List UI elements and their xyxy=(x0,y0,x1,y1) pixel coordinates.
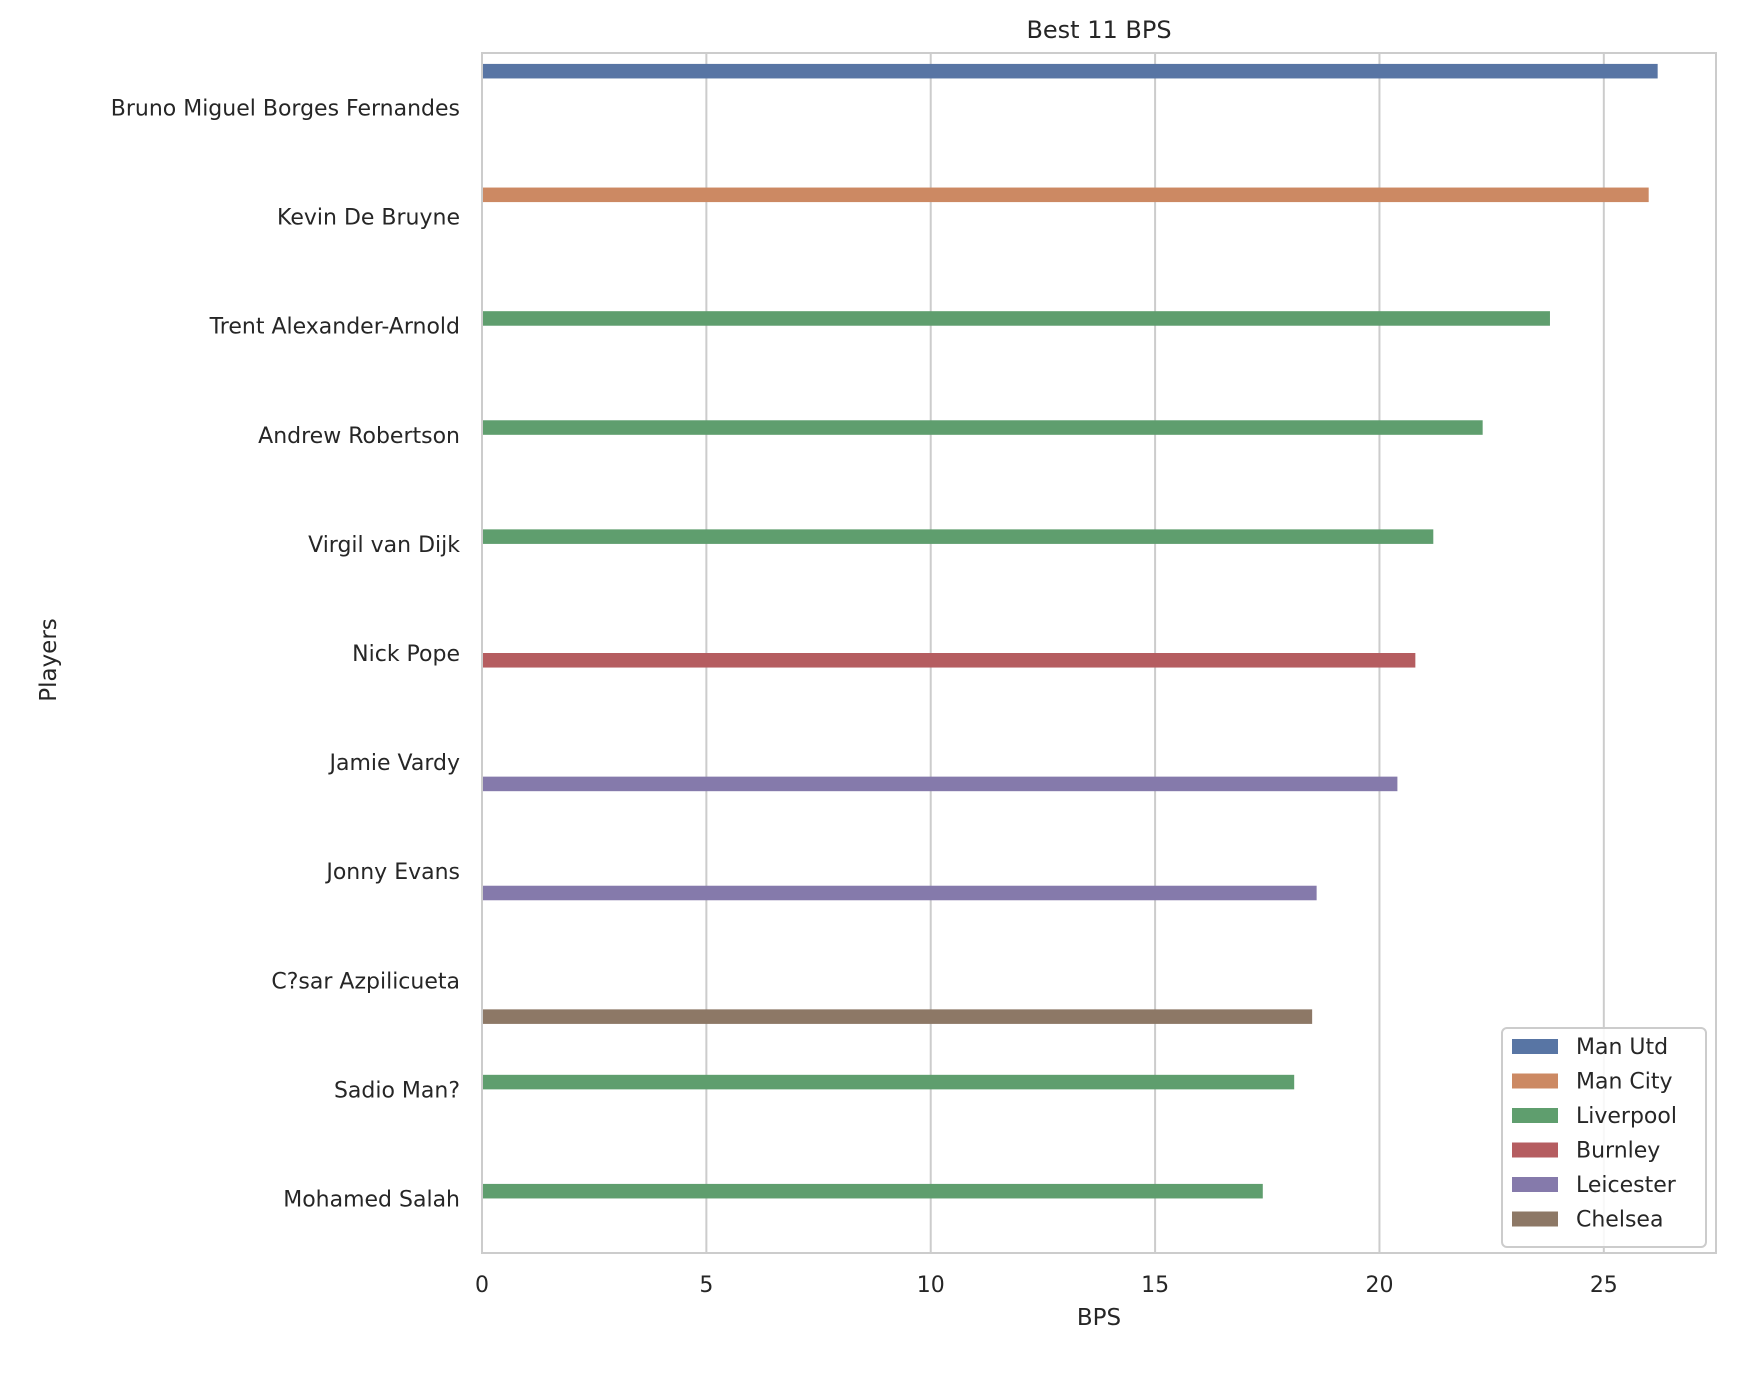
legend: Man Utd Man City Liverpool Burnley Leicester… xyxy=(1501,1027,1707,1248)
bar xyxy=(482,1074,1295,1090)
bar xyxy=(482,1183,1263,1199)
bar xyxy=(482,529,1434,544)
y-tick-label: Kevin De Bruyne xyxy=(277,206,460,231)
x-tick-label: 20 xyxy=(1365,1273,1393,1298)
x-axis-title: BPS xyxy=(1077,1305,1121,1331)
x-tick-label: 15 xyxy=(1141,1273,1169,1298)
bar xyxy=(482,420,1483,435)
y-tick-label: C?sar Azpilicueta xyxy=(271,969,460,994)
legend-swatch xyxy=(1512,1177,1558,1192)
y-tick-label: Trent Alexander-Arnold xyxy=(209,315,460,340)
bar xyxy=(482,311,1550,326)
legend-swatch xyxy=(1512,1039,1558,1054)
x-tick-label: 5 xyxy=(699,1273,713,1298)
y-tick-label: Andrew Robertson xyxy=(258,424,460,449)
y-tick-label: Mohamed Salah xyxy=(283,1187,460,1212)
legend-label: Man Utd xyxy=(1576,1035,1668,1060)
legend-label: Burnley xyxy=(1576,1139,1660,1164)
y-tick-label: Virgil van Dijk xyxy=(308,533,460,558)
bar xyxy=(482,187,1649,203)
bar xyxy=(482,63,1658,79)
legend-swatch xyxy=(1512,1108,1558,1123)
bar xyxy=(482,653,1416,668)
x-tick-label: 10 xyxy=(917,1273,945,1298)
legend-swatch xyxy=(1512,1211,1558,1227)
x-tick-label: 0 xyxy=(475,1273,489,1298)
y-tick-label: Nick Pope xyxy=(352,642,460,667)
chart-title: Best 11 BPS xyxy=(1026,16,1171,44)
bar xyxy=(482,1009,1313,1024)
bar xyxy=(482,885,1317,901)
legend-swatch xyxy=(1512,1142,1558,1158)
plot-frame xyxy=(481,52,1717,1254)
y-tick-label: Bruno Miguel Borges Fernandes xyxy=(111,97,460,122)
legend-label: Man City xyxy=(1576,1070,1673,1095)
x-tick-labels: 0 5 10 15 20 25 xyxy=(475,1273,1618,1298)
legend-label: Liverpool xyxy=(1576,1104,1677,1129)
legend-label: Chelsea xyxy=(1576,1208,1663,1233)
y-tick-label: Jamie Vardy xyxy=(327,751,460,776)
legend-label: Leicester xyxy=(1576,1173,1677,1198)
bars xyxy=(482,63,1658,1199)
legend-swatch xyxy=(1512,1073,1558,1089)
y-tick-label: Sadio Man? xyxy=(334,1078,460,1103)
bar xyxy=(482,776,1398,792)
y-axis-title: Players xyxy=(36,618,62,702)
x-tick-label: 25 xyxy=(1590,1273,1618,1298)
y-tick-label: Jonny Evans xyxy=(324,860,460,885)
y-tick-labels: Bruno Miguel Borges Fernandes Kevin De Br… xyxy=(111,97,461,1213)
